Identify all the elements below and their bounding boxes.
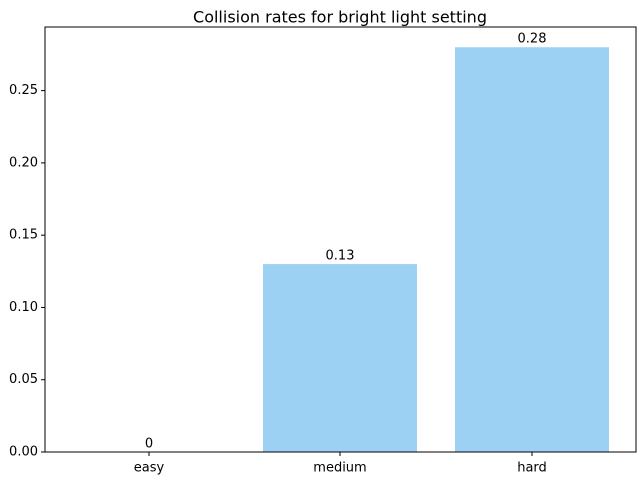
y-tick-label: 0.05 — [9, 372, 38, 387]
chart-title: Collision rates for bright light setting — [193, 8, 487, 27]
plot-border — [44, 26, 637, 453]
bar-value-label: 0 — [145, 437, 153, 452]
y-tick-label: 0.00 — [9, 445, 38, 460]
x-tick-label: medium — [313, 461, 366, 476]
y-tick-label: 0.15 — [9, 228, 38, 243]
x-tick-label: hard — [517, 461, 547, 476]
bar-hard — [455, 47, 609, 452]
x-tick-label: easy — [134, 461, 165, 476]
bar-series — [263, 47, 609, 452]
y-tick-label: 0.25 — [9, 83, 38, 98]
y-axis: 0.00 0.05 0.10 0.15 0.20 0.25 — [9, 83, 45, 460]
x-axis: easy medium hard — [134, 452, 547, 476]
y-tick-label: 0.10 — [9, 300, 38, 315]
bar-value-label: 0.13 — [326, 249, 355, 264]
bar-medium — [263, 264, 417, 452]
plot-frame — [44, 26, 637, 453]
bar-value-labels: 0 0.13 0.28 — [145, 32, 547, 452]
y-tick-label: 0.20 — [9, 155, 38, 170]
bar-value-label: 0.28 — [518, 32, 547, 47]
